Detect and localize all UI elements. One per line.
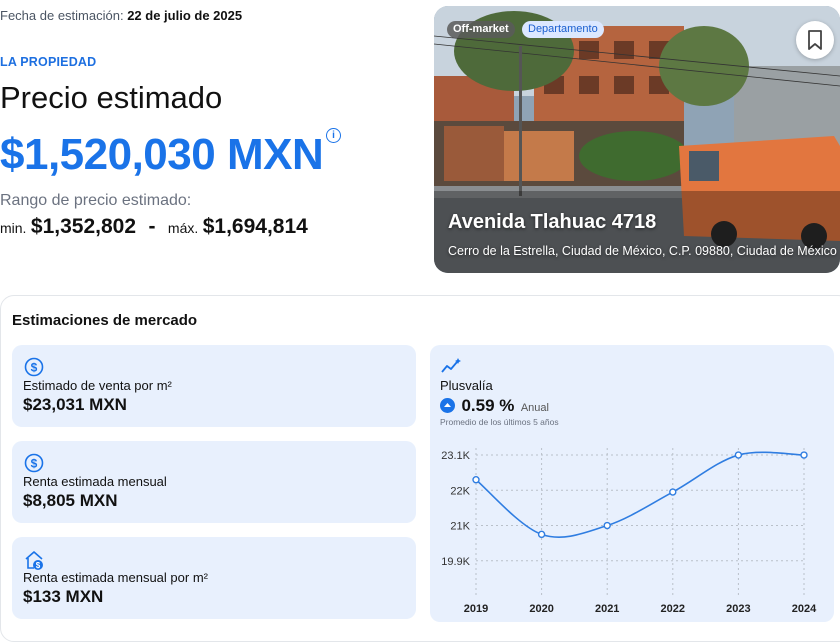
svg-text:$: $ (36, 561, 41, 570)
x-tick-label: 2024 (792, 603, 817, 615)
card-rent-per-m2: $ Renta estimada mensual por m² $133 MXN (12, 537, 416, 619)
plusvalia-period: Anual (520, 402, 549, 414)
max-value: $1,694,814 (202, 215, 308, 238)
data-point (800, 451, 808, 459)
card-monthly-rent: $ Renta estimada mensual $8,805 MXN (12, 441, 416, 523)
card-value: $8,805 MXN (23, 491, 118, 510)
plusvalia-title: Plusvalía (440, 378, 493, 393)
card-label: Estimado de venta por m² (23, 378, 172, 393)
arrow-up-icon (440, 398, 455, 413)
x-tick-label: 2023 (726, 603, 750, 615)
plusvalia-card (430, 345, 834, 622)
plusvalia-rate: 0.59 % Anual (440, 396, 549, 416)
y-tick-label: 22K (450, 485, 470, 497)
estimation-date-label: Fecha de estimación: (0, 8, 124, 23)
plusvalia-chart: 23.1K 22K 21K 19.9K 2019 2020 2021 2022 2023 2024 (441, 448, 817, 615)
y-tick-label: 21K (450, 521, 470, 533)
data-point (472, 476, 480, 484)
x-tick-label: 2021 (595, 603, 619, 615)
info-icon[interactable]: i (326, 128, 341, 143)
dollar-circle-icon: $ (24, 453, 44, 473)
svg-text:$: $ (31, 361, 38, 375)
x-tick-label: 2020 (529, 603, 553, 615)
dollar-circle-icon: $ (24, 357, 44, 377)
series-line (475, 451, 805, 538)
card-value: $133 MXN (23, 587, 104, 606)
svg-text:$: $ (31, 457, 38, 471)
data-point (669, 488, 677, 496)
card-sale-per-m2: $ Estimado de venta por m² $23,031 MXN (12, 345, 416, 427)
card-value: $23,031 MXN (23, 395, 127, 414)
tag-off-market: Off-market (447, 21, 515, 38)
price-title: Precio estimado (0, 80, 223, 115)
data-point (603, 521, 611, 530)
range-label: Rango de precio estimado: (0, 192, 192, 209)
max-label: máx. (167, 220, 199, 236)
min-value: $1,352,802 (30, 215, 137, 238)
data-point (734, 451, 743, 459)
section-label: LA PROPIEDAD (0, 55, 97, 69)
x-tick-label: 2019 (464, 603, 488, 615)
bookmark-icon (808, 30, 822, 50)
data-point (537, 530, 546, 539)
estimation-date: Fecha de estimación: 22 de julio de 2025 (0, 8, 242, 23)
card-label: Renta estimada mensual (23, 474, 167, 489)
house-dollar-icon: $ (25, 551, 43, 570)
min-label: min. (0, 220, 27, 236)
plusvalia-note: Promedio de los últimos 5 años (440, 417, 559, 427)
property-address-detail: Cerro de la Estrella, Ciudad de México, … (448, 244, 837, 258)
card-label: Renta estimada mensual por m² (23, 570, 208, 585)
plusvalia-percent: 0.59 % (461, 396, 515, 415)
estimated-price: $1,520,030 MXN (0, 130, 324, 179)
bookmark-button[interactable] (796, 21, 834, 59)
range-separator: - (148, 215, 156, 238)
trend-sparkle-icon (441, 358, 461, 373)
estimation-date-value: 22 de julio de 2025 (127, 8, 243, 23)
market-title: Estimaciones de mercado (12, 312, 198, 329)
x-tick-label: 2022 (661, 603, 685, 615)
y-tick-label: 23.1K (441, 450, 470, 462)
price-range: min. $1,352,802 - máx. $1,694,814 (0, 215, 308, 239)
property-address: Avenida Tlahuac 4718 (448, 211, 657, 233)
y-tick-label: 19.9K (441, 556, 470, 568)
tag-departamento: Departamento (522, 21, 604, 38)
